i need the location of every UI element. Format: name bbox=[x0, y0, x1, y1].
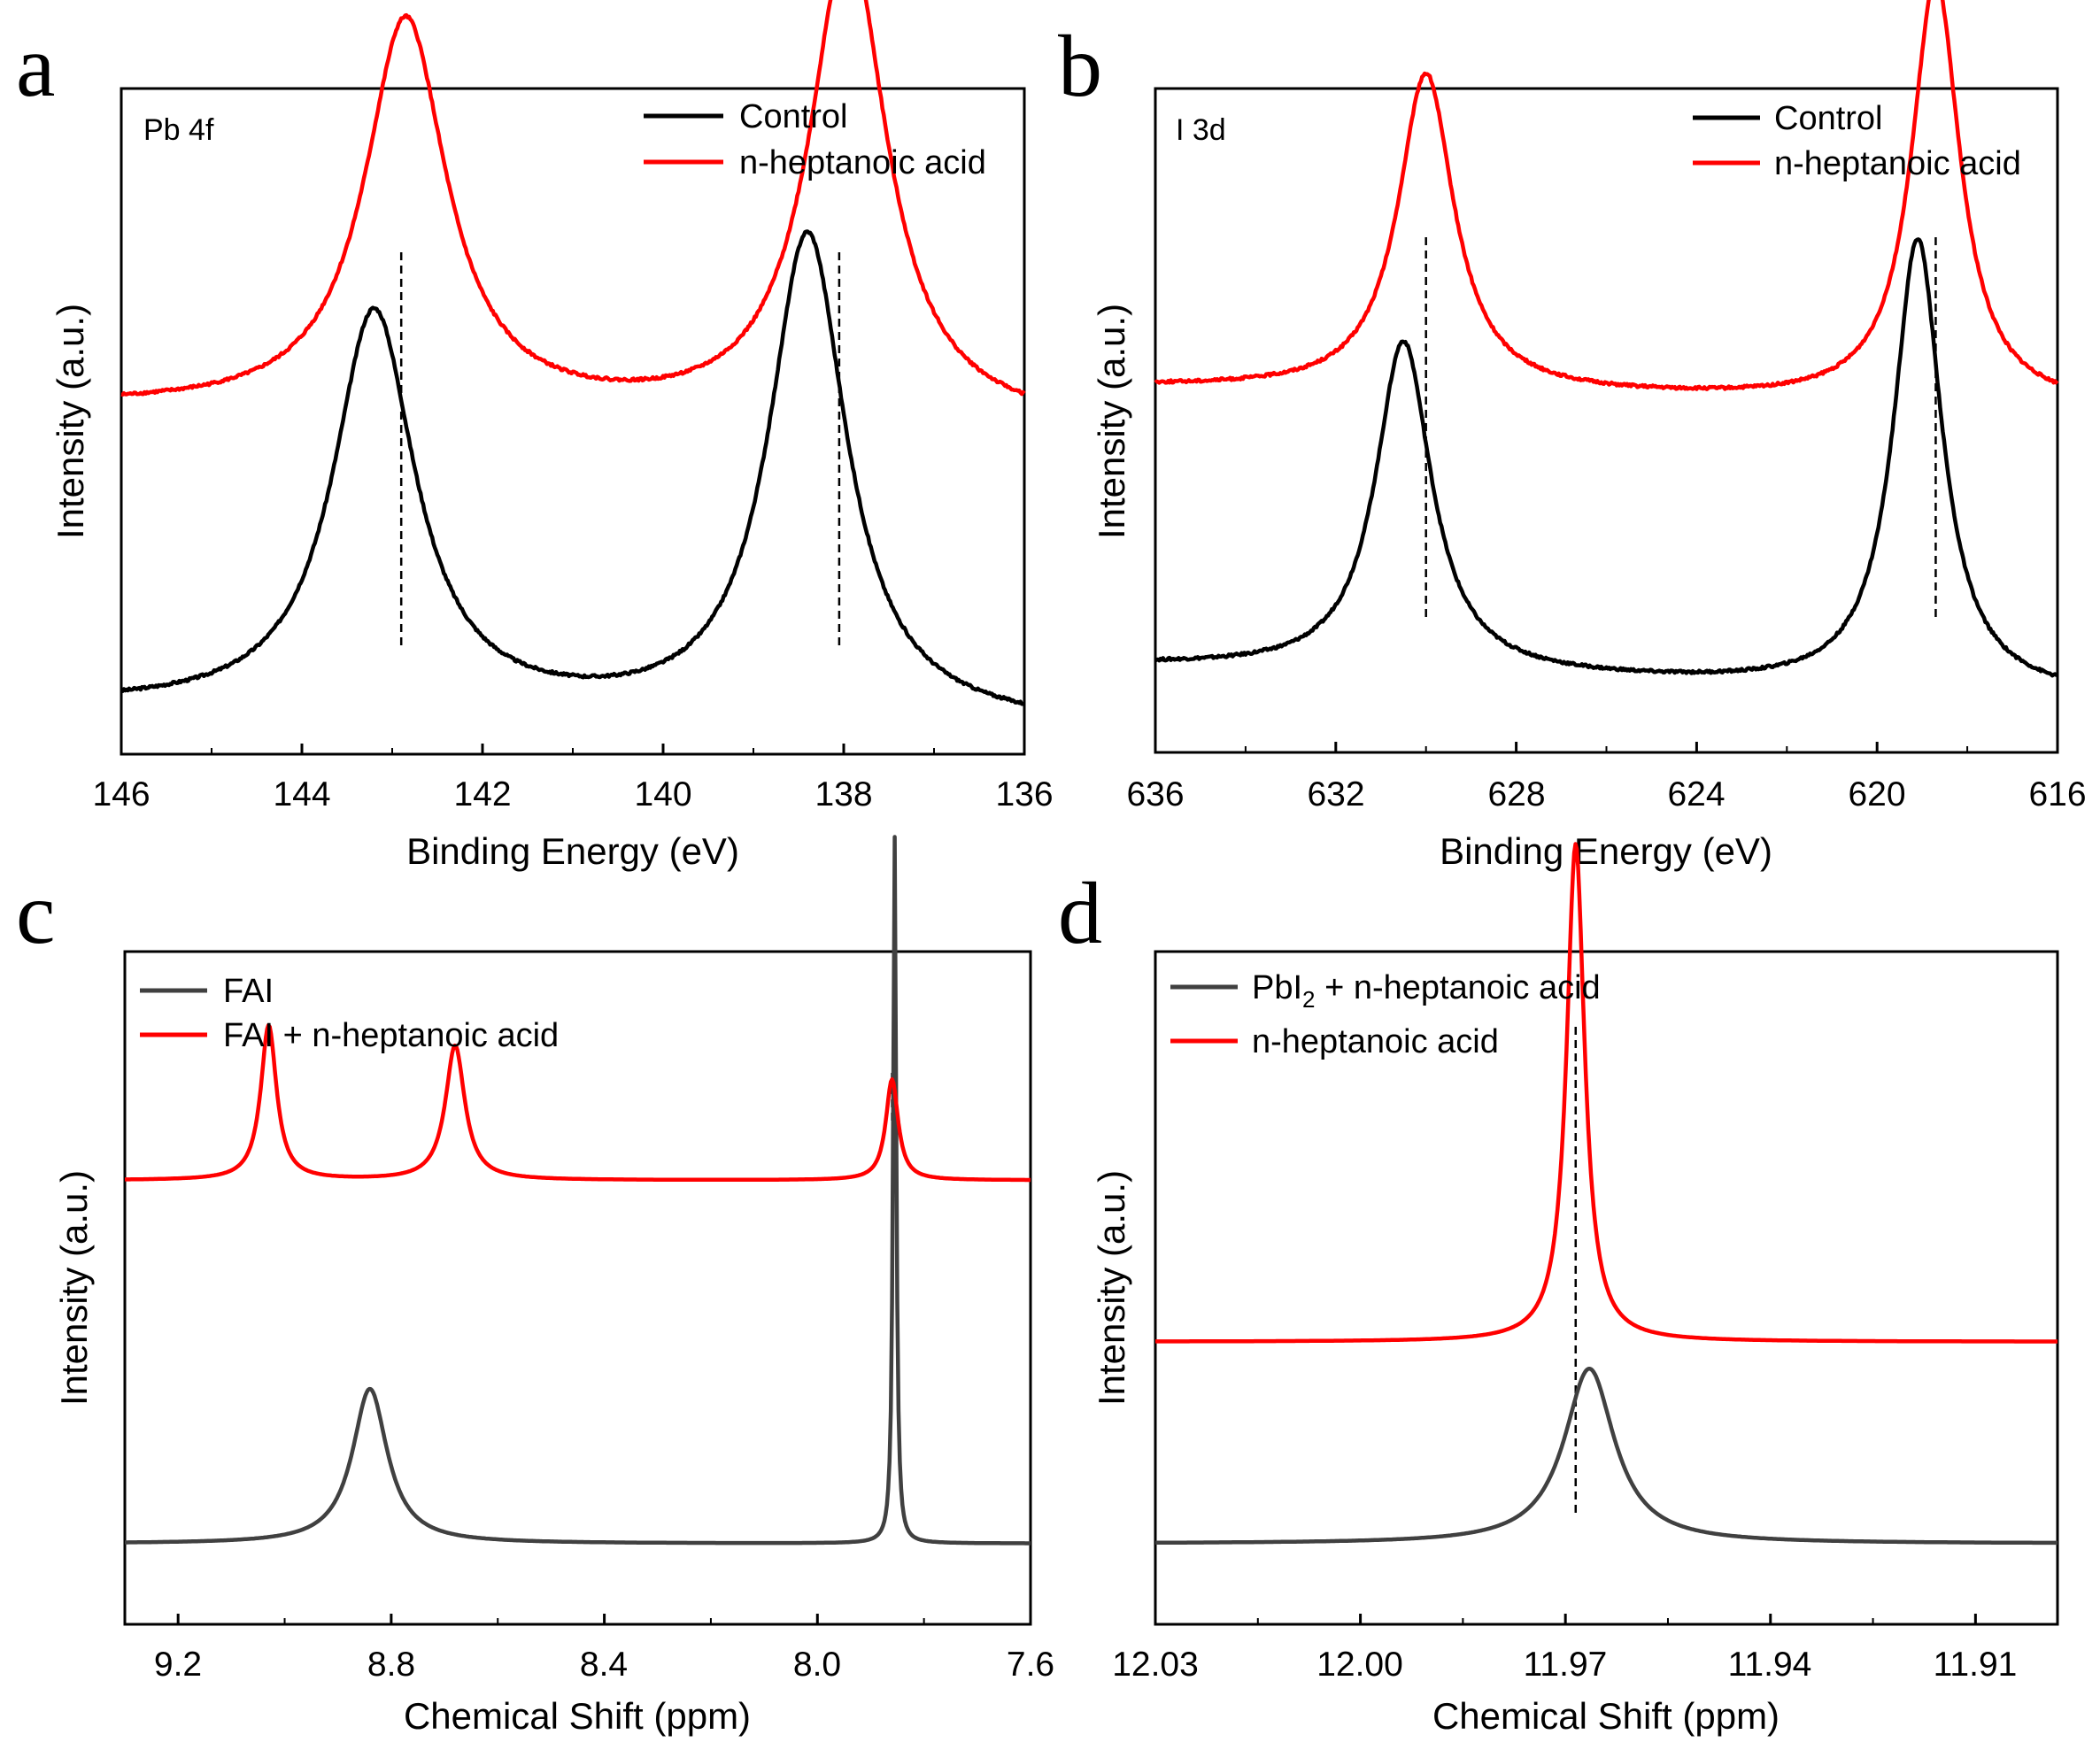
panel-d: d PbI2 + n-heptanoic acid n-heptanoic ac… bbox=[1058, 842, 2059, 1737]
panel-c-letter: c bbox=[16, 864, 55, 962]
panel-d-y-axis-title: Intensity (a.u.) bbox=[1091, 1170, 1132, 1406]
panel-a-tick-label: 142 bbox=[453, 775, 511, 813]
panel-a-x-axis-title: Binding Energy (eV) bbox=[406, 830, 739, 872]
panel-d-plot-area bbox=[1154, 842, 2058, 1546]
panel-b-tick-label: 632 bbox=[1307, 775, 1364, 813]
series-line-second bbox=[1154, 842, 2058, 1344]
panel-a-x-ticks bbox=[120, 744, 1026, 754]
panel-c-plot-area bbox=[124, 835, 1031, 1546]
panel-d-tick-label: 12.03 bbox=[1112, 1646, 1199, 1684]
panel-b: b I 3d Control n-heptanoic acid 636 632 … bbox=[1058, 0, 2087, 872]
panel-b-legend-label-control: Control bbox=[1774, 100, 1883, 137]
panel-d-x-axis-title: Chemical Shift (ppm) bbox=[1432, 1695, 1780, 1737]
panel-b-tick-label: 616 bbox=[2028, 775, 2086, 813]
panel-b-y-axis-title: Intensity (a.u.) bbox=[1091, 304, 1132, 539]
panel-c-x-axis-title: Chemical Shift (ppm) bbox=[404, 1695, 751, 1737]
panel-a-tick-label: 140 bbox=[634, 775, 691, 813]
panel-b-legend-label-heptanoic: n-heptanoic acid bbox=[1774, 145, 2021, 182]
panel-b-x-axis-title: Binding Energy (eV) bbox=[1440, 830, 1772, 872]
panel-a-tick-label: 144 bbox=[273, 775, 330, 813]
panel-a-y-axis-title: Intensity (a.u.) bbox=[50, 304, 91, 539]
panel-c: c FAI FAI + n-heptanoic acid 9.2 8.8 8.4… bbox=[16, 835, 1054, 1737]
panel-b-tick-label: 628 bbox=[1487, 775, 1545, 813]
panel-a-annotation: Pb 4f bbox=[143, 113, 214, 147]
panel-d-legend-label-heptanoic: n-heptanoic acid bbox=[1252, 1023, 1499, 1060]
panel-a-frame bbox=[120, 87, 1026, 756]
panel-a: a Pb 4f Control n-heptanoic acid 146 144… bbox=[16, 0, 1054, 872]
panel-d-tick-label: 12.00 bbox=[1316, 1646, 1403, 1684]
panel-c-y-axis-title: Intensity (a.u.) bbox=[53, 1170, 95, 1406]
panel-c-frame bbox=[123, 950, 1032, 1626]
series-line-second bbox=[1154, 0, 2059, 391]
panel-b-x-ticks bbox=[1154, 742, 2059, 752]
panel-d-tick-label: 11.91 bbox=[1934, 1646, 2018, 1684]
panel-a-letter: a bbox=[16, 17, 55, 115]
panel-b-annotation: I 3d bbox=[1176, 113, 1226, 147]
panel-a-tick-label: 136 bbox=[995, 775, 1053, 813]
legend-label-rest: + n-heptanoic acid bbox=[1316, 969, 1601, 1006]
panel-c-tick-label: 8.0 bbox=[793, 1646, 841, 1684]
panel-c-tick-label: 7.6 bbox=[1007, 1646, 1054, 1684]
panel-d-legend-label-pbi2: PbI2 + n-heptanoic acid bbox=[1252, 969, 1601, 1013]
panel-d-frame bbox=[1154, 950, 2059, 1626]
panel-b-tick-label: 636 bbox=[1126, 775, 1184, 813]
series-line-first bbox=[120, 229, 1025, 706]
series-line-first bbox=[1154, 1366, 2058, 1546]
legend-label-subscript: 2 bbox=[1302, 986, 1315, 1013]
panel-d-letter: d bbox=[1058, 864, 1102, 962]
panel-c-legend-label-fai: FAI bbox=[223, 973, 274, 1010]
panel-b-tick-label: 620 bbox=[1848, 775, 1905, 813]
panel-c-tick-label: 8.8 bbox=[367, 1646, 415, 1684]
panel-d-tick-label: 11.94 bbox=[1728, 1646, 1812, 1684]
series-line-first bbox=[1154, 237, 2058, 678]
panel-c-tick-label: 9.2 bbox=[154, 1646, 202, 1684]
panel-b-tick-label: 624 bbox=[1667, 775, 1725, 813]
panel-d-x-ticks bbox=[1154, 1614, 1977, 1624]
panel-b-letter: b bbox=[1058, 17, 1102, 115]
panel-c-x-ticks bbox=[176, 1614, 1032, 1624]
series-line-first bbox=[124, 835, 1031, 1546]
panel-d-tick-label: 11.97 bbox=[1524, 1646, 1608, 1684]
panel-b-frame bbox=[1154, 87, 2059, 754]
panel-c-legend-label-fai-heptanoic: FAI + n-heptanoic acid bbox=[223, 1017, 559, 1054]
series-line-second bbox=[120, 0, 1026, 397]
legend-label-main: PbI bbox=[1252, 969, 1302, 1006]
panel-a-tick-label: 146 bbox=[92, 775, 150, 813]
panel-a-legend-label-control: Control bbox=[739, 98, 848, 135]
panel-a-tick-label: 138 bbox=[815, 775, 872, 813]
panel-a-plot-area bbox=[120, 0, 1026, 706]
panel-a-legend-label-heptanoic: n-heptanoic acid bbox=[739, 144, 986, 181]
panel-b-plot-area bbox=[1154, 0, 2059, 678]
series-line-second bbox=[124, 1022, 1031, 1183]
panel-c-tick-label: 8.4 bbox=[580, 1646, 628, 1684]
